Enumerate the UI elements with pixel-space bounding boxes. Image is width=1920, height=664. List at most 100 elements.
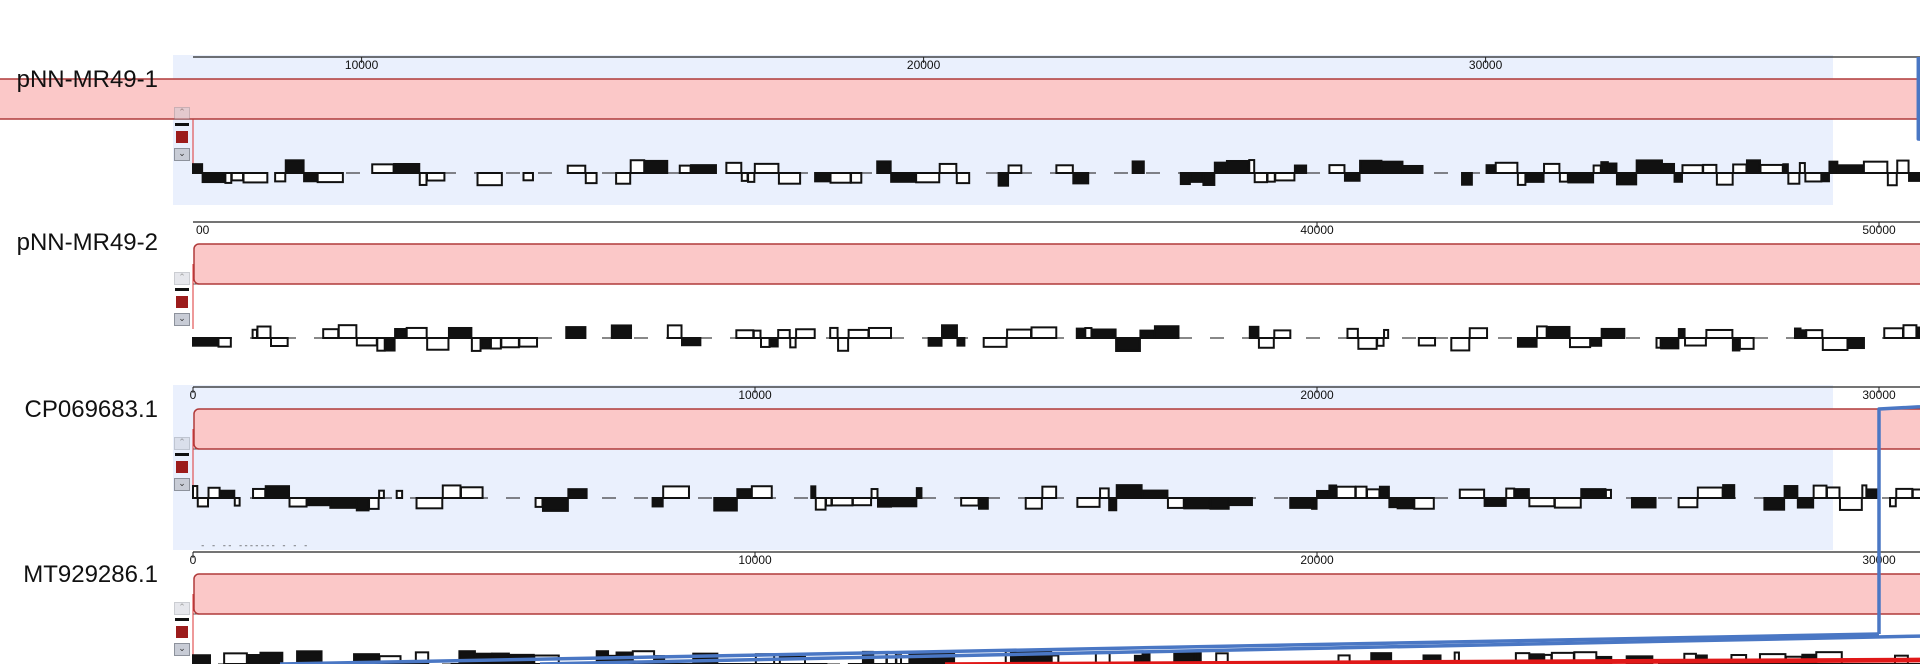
feature-glyph [1600,161,1609,175]
feature-glyph [960,497,980,507]
feature-glyph [1343,172,1361,182]
feature-glyph [426,337,450,351]
feature-glyph [1055,164,1074,175]
feature-glyph [1202,172,1216,186]
feature-glyph [1213,161,1228,174]
feature-glyph [1783,485,1799,499]
feature-glyph [1076,497,1101,508]
feature-glyph [643,159,669,175]
feature-glyph [1337,654,1351,664]
color-square-icon[interactable] [176,461,188,473]
track-label: MT929286.1 [23,561,158,588]
feature-glyph [1115,337,1141,352]
feature-glyph [500,337,520,349]
feature-glyph [518,337,539,348]
feature-glyph [876,497,893,508]
feature-glyph [316,172,344,184]
feature-glyph [1513,488,1530,499]
feature-glyph [629,159,646,174]
lcb-block-red [0,78,1920,120]
ruler-tick-label: 40000 [1300,223,1334,237]
feature-glyph [850,172,863,184]
track-t4: 0100002000030000400005000060000700008000… [190,551,1920,664]
feature-glyph [876,160,892,174]
feature-glyph [447,326,473,340]
chevron-up-icon[interactable]: ⌃ [174,107,190,120]
chevron-down-icon[interactable]: ⌄ [174,148,190,161]
dashed-note: - - -- ------- - - - [200,541,308,551]
feature-glyph [566,164,587,174]
feature-glyph [760,337,771,348]
chevron-up-icon[interactable]: ⌃ [174,437,190,450]
feature-glyph [415,497,444,510]
feature-glyph [1354,485,1368,500]
feature-glyph [425,172,446,182]
feature-glyph [1787,172,1801,185]
feature-glyph [1732,163,1748,174]
feature-glyph [1722,484,1736,500]
feature-glyph [1485,164,1497,175]
feature-glyph [1006,328,1033,340]
feature-glyph [192,163,204,175]
feature-glyph [192,337,219,347]
feature-glyph [1673,172,1683,183]
feature-glyph [1139,329,1156,340]
feature-glyph [1311,497,1318,510]
feature-glyph [284,159,305,175]
feature-glyph [1731,337,1741,352]
feature-glyph [1805,329,1824,340]
feature-glyph [610,324,633,340]
feature-glyph [541,497,569,512]
feature-glyph [750,485,773,499]
feature-glyph [306,497,331,507]
feature-glyph [371,163,395,175]
feature-glyph [1782,163,1789,174]
feature-glyph [736,488,753,500]
feature-glyph [1357,337,1378,350]
feature-glyph [303,172,319,183]
feature-glyph [890,497,918,508]
feature-glyph [1838,497,1863,511]
feature-glyph [1615,172,1638,186]
ruler-start-label: 00 [196,223,210,237]
feature-glyph [956,337,966,347]
color-square-icon[interactable] [176,626,188,638]
feature-glyph [1335,485,1357,499]
feature-glyph [259,651,284,664]
feature-glyph [810,485,817,500]
feature-glyph [825,497,833,507]
feature-glyph [1825,486,1841,499]
color-square-icon[interactable] [176,296,188,308]
feature-glyph [1422,654,1442,664]
feature-glyph [1050,654,1060,664]
feature-glyph [1141,489,1169,499]
chevron-down-icon[interactable]: ⌄ [174,643,190,656]
feature-glyph [1378,485,1390,499]
feature-glyph [1543,162,1561,174]
feature-glyph [1528,497,1556,508]
track-t1: 1000020000300004000050000600007000080000… [0,55,1920,205]
feature-glyph [830,497,854,507]
feature-glyph [1911,488,1920,499]
chevron-up-icon[interactable]: ⌃ [174,272,190,285]
feature-glyph [1635,159,1663,175]
feature-glyph [1108,497,1118,512]
feature-glyph [219,489,236,499]
feature-glyph [1225,159,1250,175]
feature-glyph [1458,488,1486,500]
track-controls: ⌃ ⌄ [174,272,190,329]
chevron-down-icon[interactable]: ⌄ [174,313,190,326]
feature-glyph [789,337,797,349]
feature-glyph [1468,327,1489,340]
ruler-tick-label: 0 [190,388,197,402]
feature-glyph [1886,172,1898,187]
feature-glyph [1072,172,1090,185]
color-square-icon[interactable] [176,131,188,143]
chevron-down-icon[interactable]: ⌄ [174,478,190,491]
feature-glyph [1274,172,1296,182]
chevron-up-icon[interactable]: ⌃ [174,602,190,615]
feature-glyph [915,487,923,500]
feature-glyph [223,652,248,664]
feature-glyph [1883,327,1904,340]
ruler-tick-label: 0 [190,553,197,567]
